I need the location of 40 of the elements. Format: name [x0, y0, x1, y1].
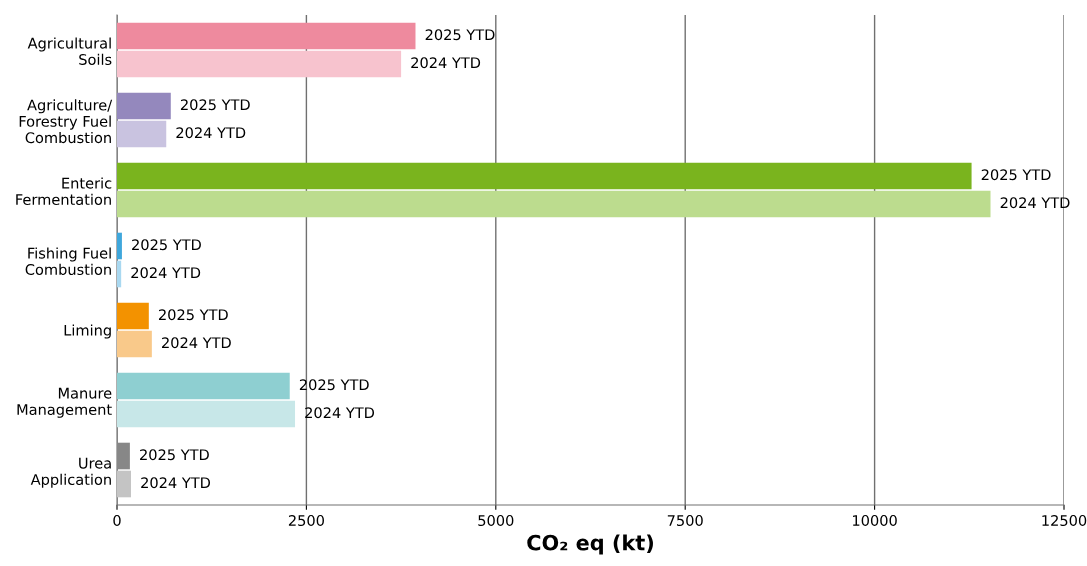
bar: [117, 260, 122, 288]
bar: [117, 470, 132, 498]
y-tick-label: Manure Management: [17, 387, 112, 418]
text: 2024 YTD: [131, 267, 201, 279]
x-tick-label: 0: [113, 514, 121, 527]
x-tick-label: 10000: [853, 514, 897, 527]
bar: [117, 400, 296, 428]
bar: [117, 162, 972, 190]
bar: [117, 442, 130, 470]
text: 2025 YTD: [981, 169, 1051, 181]
y-tick-label: Agricultural Soils: [27, 37, 112, 66]
text: 2024 YTD: [1000, 197, 1070, 209]
text: 2024 YTD: [162, 337, 231, 349]
y-tick-label: Agriculture/ Forestry Fuel Combustion: [19, 99, 113, 144]
bar: [117, 22, 416, 50]
text: 2025 YTD: [140, 449, 209, 461]
text: 2024 YTD: [176, 127, 246, 139]
y-tick-label: Liming: [64, 324, 111, 339]
bar: [117, 50, 402, 78]
bar: [117, 92, 171, 120]
text: 2025 YTD: [158, 309, 228, 321]
bar: [117, 302, 149, 330]
y-tick-label: Fishing Fuel Combustion: [25, 247, 111, 276]
bar: [117, 372, 290, 400]
bar: [117, 330, 152, 358]
x-tick-label: 5000: [478, 514, 514, 527]
bar: [117, 232, 122, 260]
bar: [117, 190, 991, 218]
bar: [117, 120, 167, 148]
series-label: 2024 YTD: [411, 57, 481, 69]
x-tick-label: 12500: [1042, 514, 1087, 527]
text: 2024 YTD: [141, 477, 211, 489]
x-tick-label: 7500: [667, 514, 703, 527]
y-tick-label: Enteric Fermentation: [16, 177, 112, 206]
text: 2025 YTD: [180, 99, 250, 111]
y-tick-label: Urea Application: [30, 457, 111, 488]
x-axis-title: CO₂ eq (kt): [527, 534, 653, 555]
series-label: 2025 YTD: [425, 29, 495, 41]
x-tick-label: 2500: [288, 514, 324, 527]
text: 2025 YTD: [132, 239, 201, 251]
